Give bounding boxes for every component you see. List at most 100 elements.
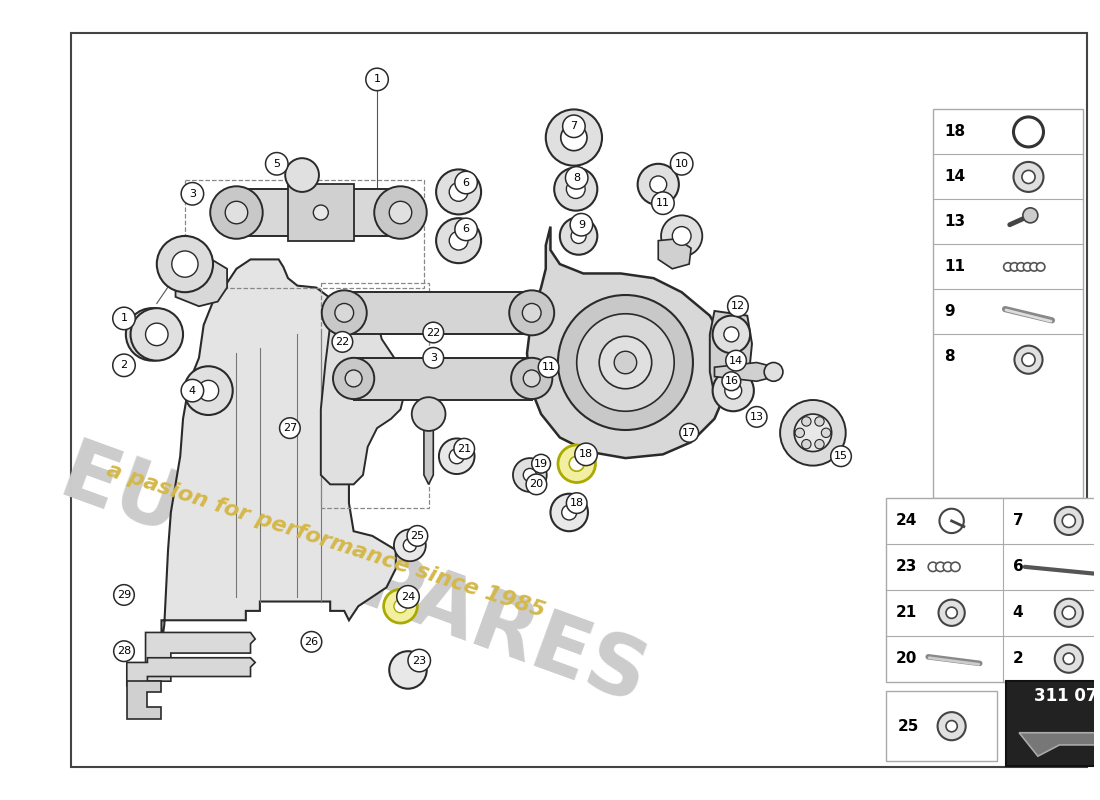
Circle shape [566, 493, 587, 514]
Circle shape [112, 307, 135, 330]
Circle shape [182, 379, 204, 402]
Circle shape [1023, 262, 1032, 271]
Polygon shape [236, 189, 400, 236]
Circle shape [524, 370, 540, 387]
Circle shape [727, 296, 748, 317]
Circle shape [526, 474, 547, 494]
Circle shape [210, 186, 263, 238]
Circle shape [815, 417, 824, 426]
Circle shape [561, 125, 587, 150]
Circle shape [397, 586, 419, 608]
Circle shape [198, 380, 219, 401]
Circle shape [928, 562, 937, 571]
Text: 3: 3 [430, 353, 437, 363]
Circle shape [538, 357, 559, 378]
Circle shape [1055, 645, 1082, 673]
Text: 26: 26 [305, 637, 319, 647]
Circle shape [1064, 653, 1075, 664]
Circle shape [815, 439, 824, 449]
Text: 8: 8 [573, 173, 581, 183]
Circle shape [172, 251, 198, 278]
Circle shape [449, 231, 468, 250]
Circle shape [795, 428, 804, 438]
Text: 19: 19 [534, 458, 548, 469]
Bar [185, 180, 424, 287]
Text: 11: 11 [541, 362, 556, 372]
Circle shape [333, 358, 374, 399]
Circle shape [113, 641, 134, 662]
Circle shape [407, 526, 428, 546]
Circle shape [672, 226, 691, 246]
Circle shape [722, 372, 740, 390]
Circle shape [794, 414, 832, 451]
Circle shape [1022, 170, 1035, 183]
Text: 9: 9 [944, 304, 955, 319]
Text: 13: 13 [750, 412, 763, 422]
Circle shape [411, 397, 446, 431]
Circle shape [1013, 117, 1044, 147]
Circle shape [830, 446, 851, 466]
Circle shape [345, 370, 362, 387]
Circle shape [131, 308, 183, 361]
Circle shape [565, 166, 588, 189]
Circle shape [509, 290, 554, 335]
Text: 24: 24 [400, 592, 415, 602]
Circle shape [389, 651, 427, 689]
Circle shape [1023, 208, 1038, 223]
Circle shape [1063, 606, 1076, 619]
Circle shape [747, 406, 767, 427]
Polygon shape [353, 358, 531, 400]
Circle shape [145, 323, 168, 346]
Polygon shape [715, 362, 775, 382]
Circle shape [1022, 353, 1035, 366]
Circle shape [713, 316, 750, 353]
Polygon shape [527, 226, 728, 458]
Text: 6: 6 [1013, 559, 1023, 574]
Circle shape [279, 418, 300, 438]
Circle shape [513, 458, 547, 492]
Polygon shape [424, 414, 433, 484]
Circle shape [404, 538, 417, 552]
Text: 2: 2 [120, 360, 128, 370]
Text: 22: 22 [426, 327, 440, 338]
Text: 25: 25 [410, 531, 425, 541]
Circle shape [802, 417, 811, 426]
Circle shape [614, 351, 637, 374]
Text: 23: 23 [895, 559, 916, 574]
Polygon shape [147, 259, 396, 681]
Text: 16: 16 [725, 376, 738, 386]
Circle shape [524, 469, 537, 482]
Circle shape [670, 153, 693, 175]
Circle shape [566, 180, 585, 198]
Circle shape [1030, 262, 1038, 271]
Circle shape [531, 454, 550, 473]
Text: 20: 20 [895, 651, 916, 666]
Circle shape [1016, 262, 1025, 271]
Circle shape [1036, 262, 1045, 271]
Text: 29: 29 [117, 590, 131, 600]
Polygon shape [126, 681, 162, 718]
Text: 18: 18 [570, 498, 584, 508]
Text: 4: 4 [1013, 606, 1023, 620]
Circle shape [576, 314, 674, 411]
Circle shape [455, 218, 477, 241]
Circle shape [384, 590, 417, 623]
Text: 2: 2 [1013, 651, 1023, 666]
Text: 13: 13 [944, 214, 966, 230]
Circle shape [680, 423, 698, 442]
Text: 6: 6 [463, 178, 470, 187]
Circle shape [394, 600, 407, 613]
Circle shape [424, 347, 443, 368]
Circle shape [638, 164, 679, 205]
Circle shape [575, 443, 597, 466]
Bar [321, 283, 429, 508]
Text: 10: 10 [674, 158, 689, 169]
Circle shape [764, 362, 783, 382]
Circle shape [424, 322, 443, 343]
Circle shape [939, 509, 964, 533]
Polygon shape [145, 633, 255, 681]
Circle shape [946, 607, 957, 618]
Text: 22: 22 [336, 337, 350, 347]
Circle shape [558, 295, 693, 430]
Text: 28: 28 [117, 646, 131, 656]
